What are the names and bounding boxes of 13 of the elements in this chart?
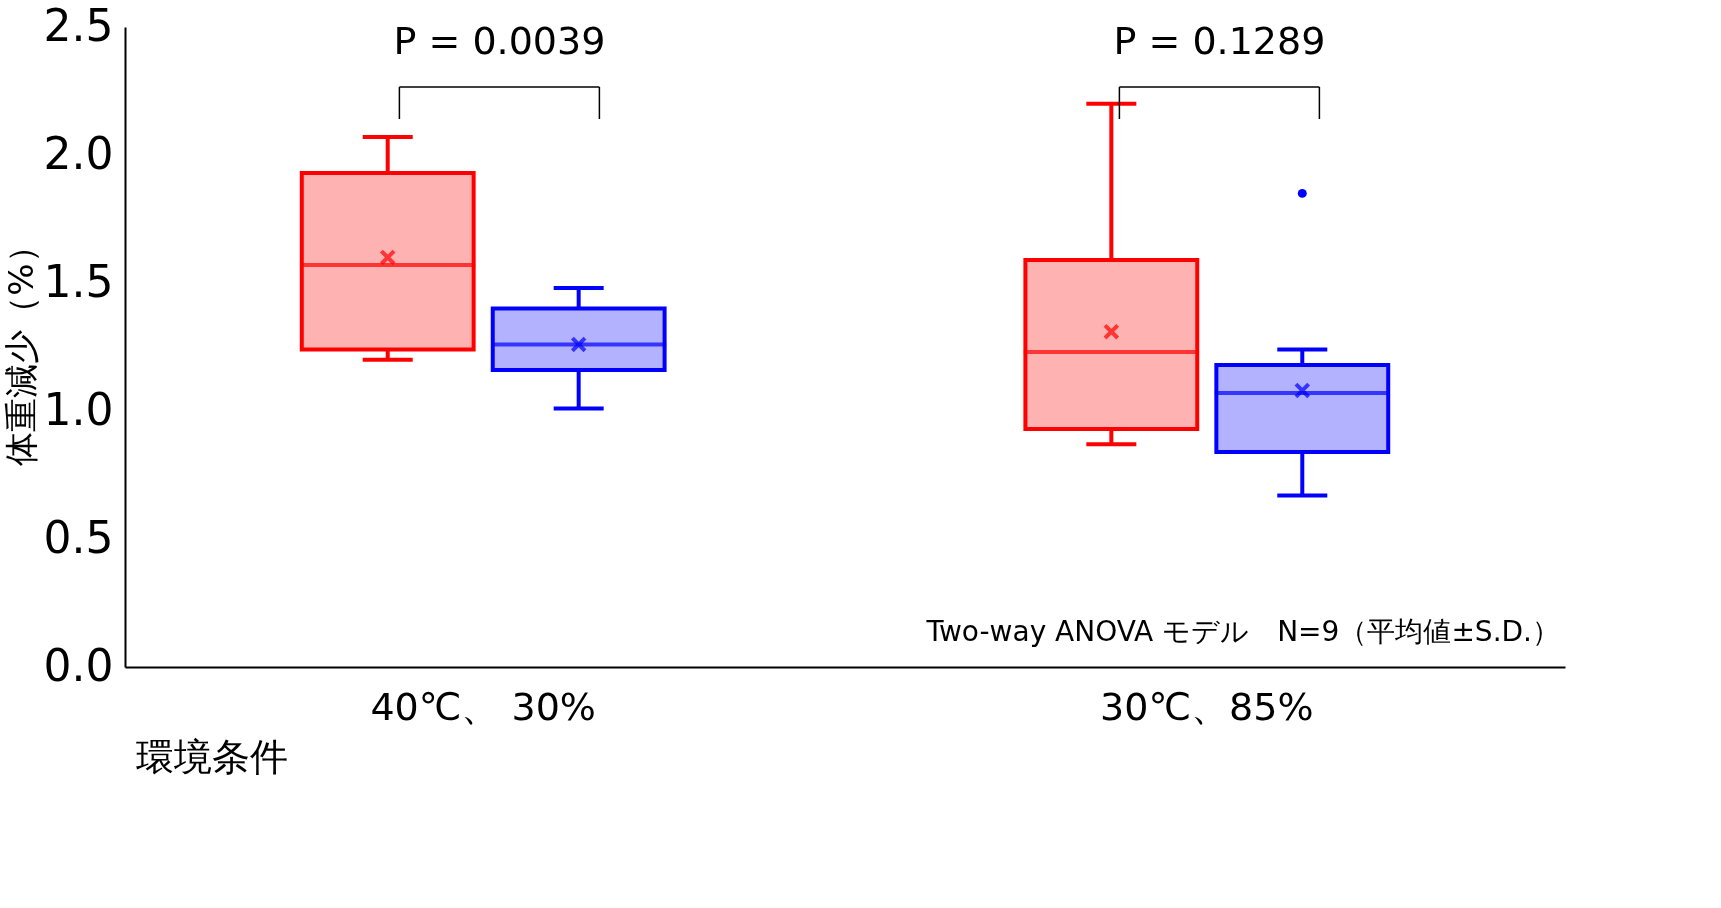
annotation: P = 0.0039 <box>393 19 606 63</box>
x-tick-label: 30℃、85% <box>1100 684 1314 729</box>
y-tick-label: 0.5 <box>43 511 114 563</box>
annotation: P = 0.1289 <box>1113 19 1326 63</box>
x-axis-title: 環境条件 <box>135 734 288 779</box>
annotation: Two-way ANOVA モデル N=9（平均値±S.D.） <box>925 615 1560 648</box>
x-tick-label: 40℃、 30% <box>370 684 596 729</box>
y-axis-title: 体重減少（%） <box>0 229 41 466</box>
y-tick-label: 1.5 <box>43 255 114 307</box>
y-tick-label: 1.0 <box>43 383 114 435</box>
y-tick-label: 2.0 <box>43 127 114 179</box>
y-tick-label: 0.0 <box>43 639 114 691</box>
y-tick-label: 2.5 <box>43 0 114 51</box>
